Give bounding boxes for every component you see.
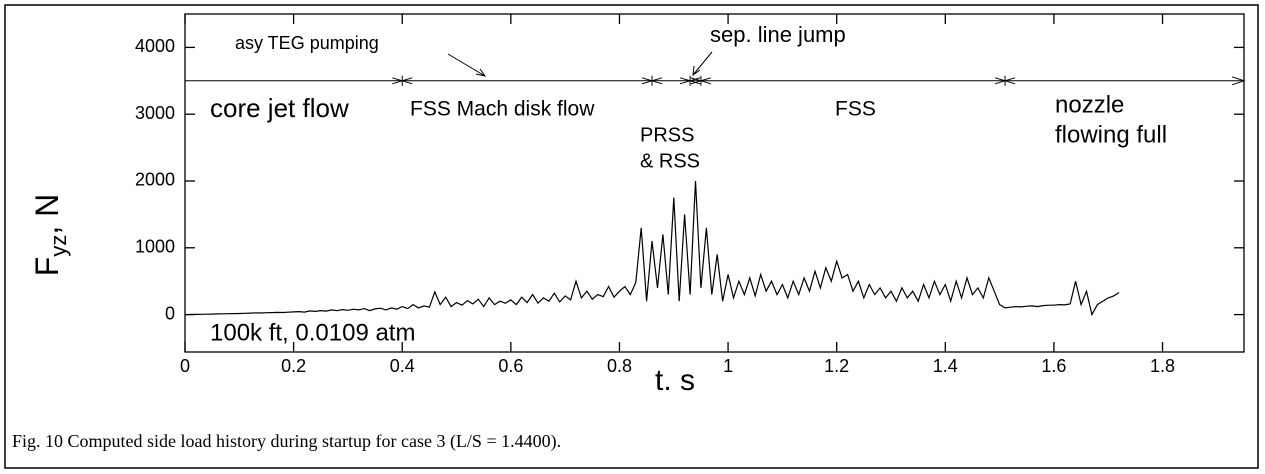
annotation: nozzle <box>1055 91 1124 118</box>
y-tick-label: 2000 <box>135 170 175 190</box>
phase-mark <box>994 75 1016 86</box>
pointer <box>447 53 487 77</box>
annotation: asy TEG pumping <box>235 33 379 53</box>
y-label-main: F <box>29 257 65 277</box>
figure-border <box>4 4 1259 469</box>
phase-mark <box>679 75 701 86</box>
y-label-rest: , N <box>29 194 65 235</box>
y-tick-label: 1000 <box>135 237 175 257</box>
annotation: core jet flow <box>210 93 349 123</box>
y-axis-label: Fyz, N <box>29 194 71 276</box>
x-tick-label: 0.6 <box>498 356 523 376</box>
x-tick-label: 1.4 <box>933 356 958 376</box>
annotation: sep. line jump <box>710 22 846 47</box>
x-tick-label: 1.2 <box>824 356 849 376</box>
annotation: 100k ft, 0.0109 atm <box>210 319 415 346</box>
phase-mark <box>392 75 413 86</box>
annotation: FSS <box>835 98 876 121</box>
annotation: PRSS <box>640 124 694 146</box>
x-axis-label: t. s <box>655 364 695 397</box>
x-tick-label: 0 <box>180 356 190 376</box>
x-tick-label: 0.2 <box>281 356 306 376</box>
phase-mark <box>641 75 663 86</box>
annotation: & RSS <box>640 150 700 172</box>
pointer <box>692 51 713 77</box>
y-tick-label: 4000 <box>135 36 175 56</box>
data-line <box>184 180 1120 317</box>
phase-mark <box>690 75 712 86</box>
annotation: flowing full <box>1055 121 1167 148</box>
y-label-sub: yz <box>46 235 71 257</box>
plot-frame <box>184 13 1245 353</box>
caption: Fig. 10 Computed side load history durin… <box>12 431 561 452</box>
y-tick-label: 0 <box>165 303 175 323</box>
x-tick-label: 0.8 <box>607 356 632 376</box>
x-tick-label: 0.4 <box>390 356 415 376</box>
phase-arrowhead <box>1231 76 1246 86</box>
y-tick-label: 3000 <box>135 103 175 123</box>
x-tick-label: 1 <box>723 356 733 376</box>
x-tick-label: 1.8 <box>1150 356 1175 376</box>
annotation: FSS Mach disk flow <box>410 98 595 121</box>
x-tick-label: 1.6 <box>1041 356 1066 376</box>
